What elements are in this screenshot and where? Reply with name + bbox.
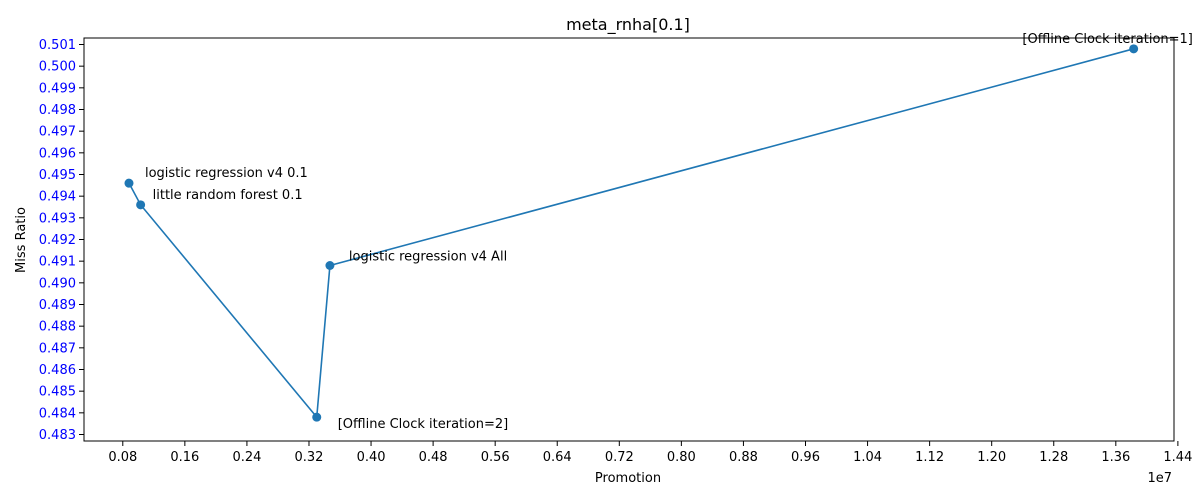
data-point bbox=[1129, 44, 1139, 54]
x-tick-label: 0.48 bbox=[419, 450, 448, 465]
data-point bbox=[325, 261, 335, 270]
y-tick-label: 0.488 bbox=[39, 320, 76, 335]
y-axis: 0.483 0.484 0.485 0.486 0.487 0.488 0.489 0.490… bbox=[39, 38, 84, 443]
y-tick-label: 0.501 bbox=[39, 38, 76, 53]
x-tick-label: 1.28 bbox=[1039, 450, 1068, 465]
x-tick-label: 0.24 bbox=[232, 450, 261, 465]
annotations: logistic regression v4 0.1 little random … bbox=[145, 32, 1193, 432]
x-tick-label: 1.12 bbox=[915, 450, 944, 465]
y-tick-label: 0.487 bbox=[39, 341, 76, 356]
x-tick-label: 1.04 bbox=[853, 450, 882, 465]
point-annotation: little random forest 0.1 bbox=[153, 188, 303, 203]
y-tick-label: 0.485 bbox=[39, 385, 76, 400]
y-tick-label: 0.495 bbox=[39, 168, 76, 183]
point-annotation: logistic regression v4 0.1 bbox=[145, 166, 308, 181]
y-tick-label: 0.484 bbox=[39, 406, 76, 421]
y-tick-label: 0.500 bbox=[39, 60, 76, 75]
point-annotation: [Offline Clock iteration=1] bbox=[1022, 32, 1192, 47]
y-tick-label: 0.491 bbox=[39, 255, 76, 270]
y-tick-label: 0.499 bbox=[39, 81, 76, 96]
x-tick-label: 0.64 bbox=[543, 450, 572, 465]
x-tick-label: 0.88 bbox=[729, 450, 758, 465]
y-tick-label: 0.494 bbox=[39, 190, 76, 205]
point-annotation: [Offline Clock iteration=2] bbox=[338, 417, 508, 432]
x-tick-label: 0.40 bbox=[357, 450, 386, 465]
series-line bbox=[128, 48, 1134, 420]
x-tick-label: 1.20 bbox=[977, 450, 1006, 465]
data-points bbox=[124, 44, 1139, 422]
y-tick-label: 0.489 bbox=[39, 298, 76, 313]
y-tick-label: 0.498 bbox=[39, 103, 76, 118]
y-tick-label: 0.486 bbox=[39, 363, 76, 378]
y-tick-label: 0.497 bbox=[39, 125, 76, 140]
plot-area bbox=[83, 37, 1175, 442]
x-tick-label: 0.80 bbox=[667, 450, 696, 465]
chart-title: meta_rnha[0.1] bbox=[566, 15, 690, 35]
x-tick-label: 1.36 bbox=[1101, 450, 1130, 465]
y-tick-label: 0.492 bbox=[39, 233, 76, 248]
data-point bbox=[312, 412, 322, 422]
x-tick-label: 0.08 bbox=[108, 450, 137, 465]
x-axis: 0.08 0.16 0.24 0.32 0.40 0.48 0.56 0.64 0.72 0.80… bbox=[108, 441, 1192, 465]
x-offset-label: 1e7 bbox=[1147, 471, 1172, 486]
x-tick-label: 0.16 bbox=[170, 450, 199, 465]
x-tick-label: 0.72 bbox=[605, 450, 634, 465]
y-tick-label: 0.490 bbox=[39, 276, 76, 291]
x-axis-label: Promotion bbox=[595, 471, 661, 486]
x-tick-label: 0.32 bbox=[295, 450, 324, 465]
y-tick-label: 0.483 bbox=[39, 428, 76, 443]
data-point bbox=[124, 178, 134, 188]
y-tick-label: 0.493 bbox=[39, 211, 76, 226]
x-tick-label: 0.96 bbox=[791, 450, 820, 465]
y-tick-label: 0.496 bbox=[39, 146, 76, 161]
y-axis-label: Miss Ratio bbox=[14, 207, 29, 273]
x-tick-label: 0.56 bbox=[481, 450, 510, 465]
data-point bbox=[136, 200, 146, 210]
x-tick-label: 1.44 bbox=[1163, 450, 1192, 465]
point-annotation: logistic regression v4 All bbox=[349, 250, 507, 265]
